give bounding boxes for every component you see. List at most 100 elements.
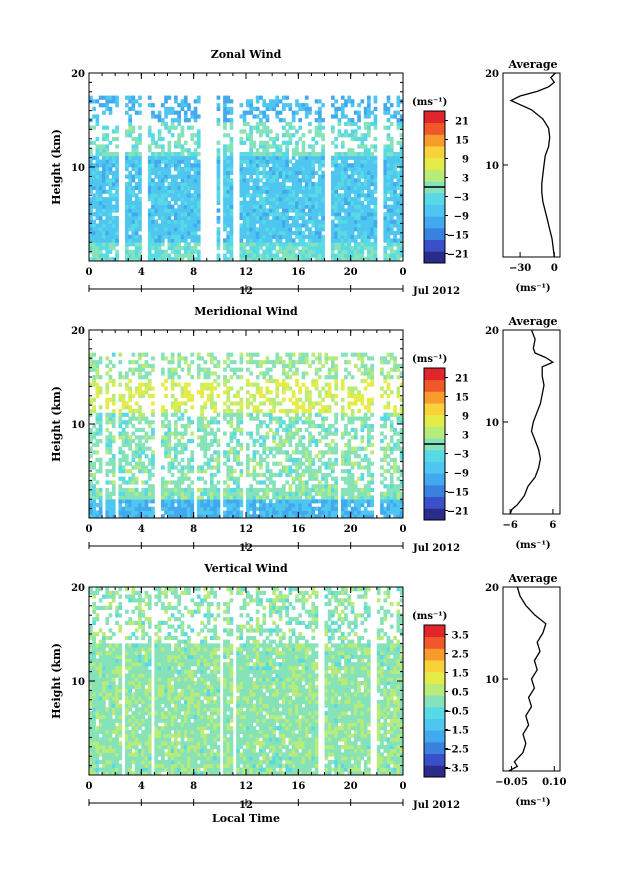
heatmap-cell	[226, 215, 231, 221]
heatmap-cell	[138, 450, 142, 455]
heatmap-cell	[347, 223, 352, 228]
heatmap-cell	[157, 204, 162, 209]
heatmap-cell	[350, 491, 355, 496]
heatmap-cell	[170, 491, 175, 496]
heatmap-cell	[396, 140, 401, 145]
heatmap-cell	[399, 246, 404, 251]
heatmap-cell	[98, 103, 103, 108]
heatmap-cell	[282, 163, 286, 168]
heatmap-cell	[98, 230, 103, 236]
heatmap-cell	[164, 167, 168, 172]
heatmap-cell	[314, 378, 319, 384]
heatmap-cell	[190, 257, 195, 262]
heatmap-cell	[337, 174, 342, 179]
heatmap-cell	[347, 182, 352, 187]
heatmap-cell	[105, 182, 110, 187]
heatmap-cell	[396, 170, 401, 175]
heatmap-cell	[239, 208, 244, 213]
heatmap-cell	[262, 155, 267, 160]
heatmap-cell	[262, 253, 267, 258]
heatmap-cell	[262, 129, 267, 134]
heatmap-cell	[138, 506, 142, 511]
heatmap-cell	[187, 257, 191, 262]
heatmap-cell	[344, 129, 348, 134]
heatmap-cell	[353, 510, 358, 515]
heatmap-cell	[187, 424, 191, 429]
heatmap-cell	[308, 454, 312, 459]
heatmap-cell	[223, 238, 227, 243]
heatmap-cell	[200, 476, 204, 481]
heatmap-cell	[167, 144, 172, 149]
heatmap-cell	[92, 249, 96, 254]
heatmap-cell	[108, 397, 113, 402]
heatmap-cell	[314, 401, 319, 406]
heatmap-cell	[92, 382, 96, 387]
heatmap-cell	[304, 110, 309, 115]
heatmap-cell	[285, 469, 289, 474]
heatmap-cell	[357, 465, 361, 470]
heatmap-cell	[285, 409, 289, 414]
heatmap-cell	[151, 487, 155, 493]
heatmap-cell	[111, 382, 116, 387]
heatmap-cell	[151, 197, 155, 202]
heatmap-cell	[128, 416, 132, 421]
heatmap-cell	[236, 506, 240, 511]
heatmap-cell	[89, 163, 93, 168]
heatmap-meridional	[89, 352, 404, 519]
heatmap-cell	[360, 476, 365, 481]
heatmap-cell	[246, 514, 250, 519]
heatmap-cell	[357, 397, 361, 402]
heatmap-cell	[314, 476, 319, 481]
heatmap-cell	[164, 454, 168, 459]
heatmap-cell	[295, 442, 299, 447]
heatmap-cell	[183, 476, 188, 481]
heatmap-cell	[255, 405, 260, 410]
heatmap-cell	[187, 167, 191, 172]
heatmap-cell	[304, 249, 309, 254]
heatmap-cell	[239, 204, 244, 209]
heatmap-cell	[259, 242, 263, 247]
heatmap-cell	[340, 193, 345, 198]
heatmap-cell	[223, 257, 227, 262]
heatmap-cell	[383, 257, 388, 262]
heatmap-cell	[337, 118, 342, 123]
heatmap-cell	[389, 174, 394, 179]
heatmap-cell	[304, 103, 309, 108]
heatmap-cell	[125, 499, 129, 504]
heatmap-cell	[383, 106, 388, 111]
heatmap-cell	[216, 510, 221, 515]
heatmap-cell	[259, 185, 263, 190]
heatmap-cell	[386, 144, 391, 149]
heatmap-cell	[161, 382, 165, 387]
heatmap-cell	[223, 95, 227, 100]
heatmap-cell	[147, 495, 152, 500]
heatmap-cell	[278, 99, 283, 104]
heatmap-cell	[118, 435, 123, 440]
heatmap-cell	[131, 371, 136, 376]
heatmap-cell	[255, 506, 260, 511]
heatmap-cell	[383, 435, 388, 440]
heatmap-cell	[167, 491, 172, 496]
heatmap-cell	[249, 106, 253, 111]
heatmap-cell	[154, 219, 159, 224]
heatmap-cell	[246, 487, 250, 493]
heatmap-cell	[304, 167, 309, 172]
heatmap-cell	[239, 159, 244, 164]
heatmap-cell	[183, 238, 188, 243]
heatmap-cell	[177, 212, 181, 217]
heatmap-cell	[246, 238, 250, 243]
heatmap-cell	[223, 208, 227, 213]
heatmap-cell	[131, 476, 136, 481]
heatmap-cell	[161, 249, 165, 254]
heatmap-cell	[193, 106, 198, 111]
heatmap-cell	[170, 446, 175, 451]
heatmap-cell	[252, 197, 257, 202]
heatmap-cell	[131, 129, 136, 134]
heatmap-cell	[177, 360, 181, 365]
heatmap-cell	[265, 219, 270, 224]
heatmap-cell	[288, 454, 293, 459]
heatmap-cell	[180, 144, 185, 149]
heatmap-cell	[164, 193, 168, 198]
heatmap-cell	[161, 200, 165, 205]
heatmap-cell	[134, 257, 139, 262]
